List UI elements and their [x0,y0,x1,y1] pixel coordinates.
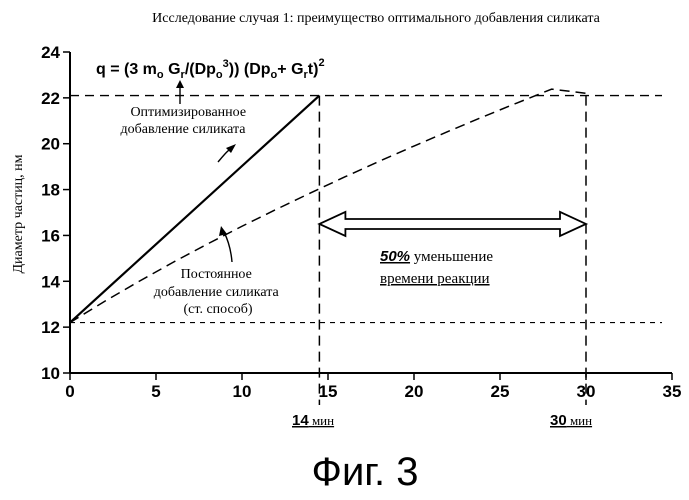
constant-pointer [224,232,232,262]
x-tick-label: 5 [151,382,160,401]
x-tick-label: 10 [233,382,252,401]
reduction-text: 50% уменьшение [380,248,493,265]
x-tick-label: 0 [65,382,74,401]
reduction-text-2: времени реакции [380,271,490,287]
y-tick-label: 10 [41,364,60,383]
marker-label-14: 14 мин [292,412,334,429]
double-arrow [319,212,586,236]
x-tick-label: 35 [663,382,682,401]
figure-caption: Фиг. 3 [312,450,419,494]
optimized-label: Оптимизированное добавление силиката [121,105,250,137]
x-tick-label: 20 [405,382,424,401]
formula-pointer-head [176,80,184,88]
marker-label-30: 30 мин [550,412,592,429]
y-tick-label: 16 [41,226,60,245]
x-tick-label: 15 [319,382,338,401]
x-tick-label: 25 [491,382,510,401]
y-tick-label: 12 [41,318,60,337]
constant-label: Постоянное добавление силиката (ст. спос… [154,267,282,317]
y-tick-label: 24 [41,43,60,62]
y-axis-label: Диаметр частиц, нм [11,154,26,273]
y-tick-label: 20 [41,135,60,154]
y-tick-label: 22 [41,89,60,108]
y-tick-label: 18 [41,181,60,200]
formula: q = (3 mo Gr/(Dpo3)) (Dpo+ Grt)2 [96,57,325,81]
double-arrow-shape [319,212,586,236]
chart-title: Исследование случая 1: преимущество опти… [152,11,600,26]
y-tick-label: 14 [41,272,60,291]
